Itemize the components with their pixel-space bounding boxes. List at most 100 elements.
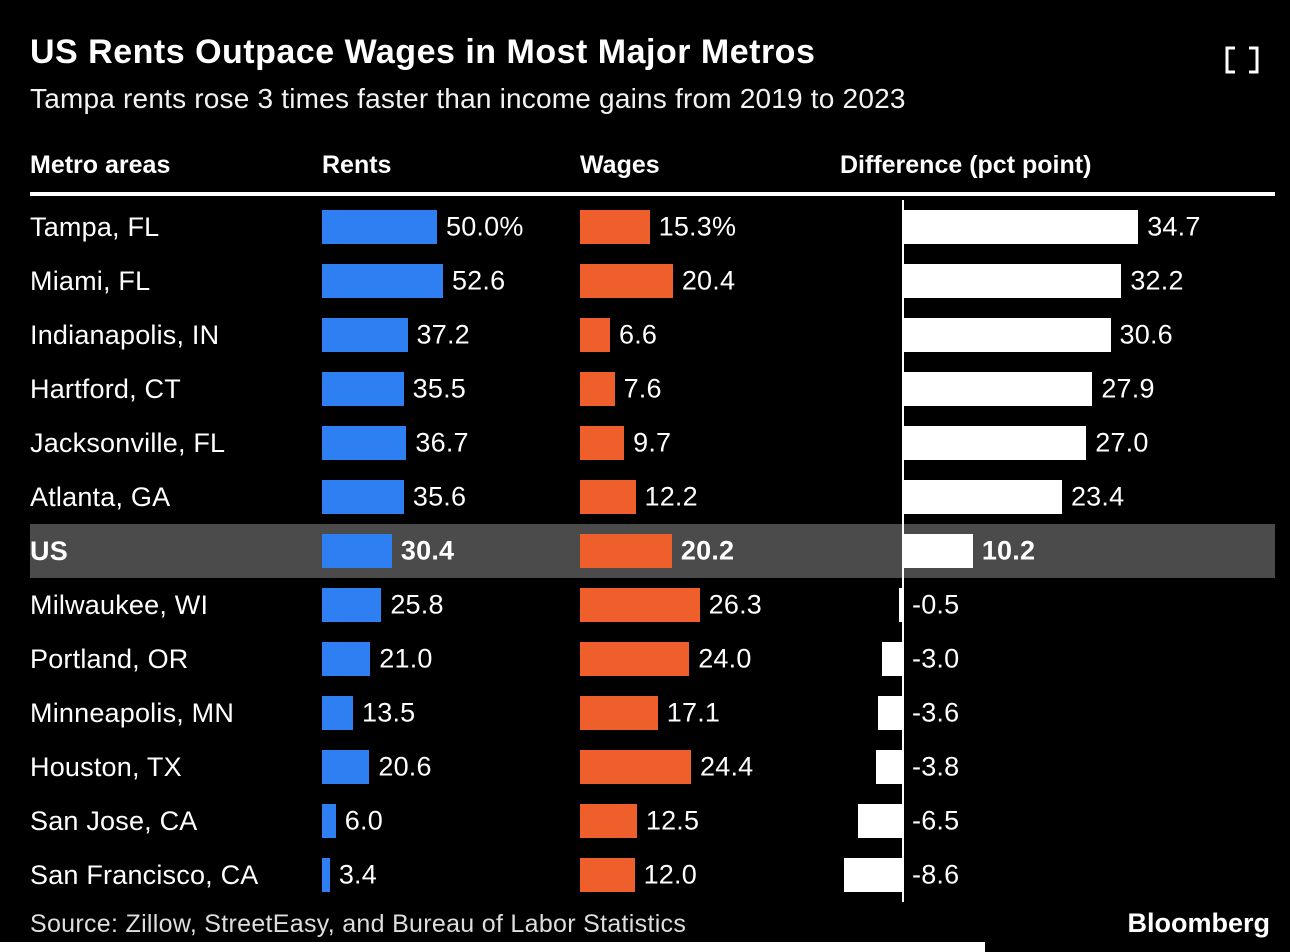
rents-bar <box>322 858 330 893</box>
chart-rows: Tampa, FL 50.0% 15.3% 34.7 Miami, FL 52.6 20.4… <box>30 200 1275 903</box>
table-row: Jacksonville, FL 36.7 9.7 27.0 <box>30 416 1275 471</box>
rents-cell: 21.0 <box>322 632 580 686</box>
wages-bar <box>580 750 692 785</box>
wages-bar <box>580 210 650 245</box>
rents-value: 50.0% <box>446 211 524 242</box>
rents-value: 37.2 <box>416 319 470 350</box>
difference-cell: -3.0 <box>840 632 1275 687</box>
wages-bar <box>580 588 700 623</box>
wages-cell: 12.0 <box>580 848 840 902</box>
difference-value: 34.7 <box>1147 211 1201 242</box>
metro-label: Indianapolis, IN <box>30 319 220 350</box>
column-header-metro: Metro areas <box>30 151 171 180</box>
wages-cell: 12.5 <box>580 794 840 848</box>
rents-cell: 3.4 <box>322 848 580 902</box>
metro-label: Minneapolis, MN <box>30 697 235 728</box>
table-row: Minneapolis, MN 13.5 17.1 -3.6 <box>30 686 1275 741</box>
difference-value: -3.6 <box>912 697 960 728</box>
difference-bar <box>898 588 902 623</box>
column-header-rents: Rents <box>322 151 392 180</box>
wages-value: 12.5 <box>645 805 700 836</box>
page-edge <box>0 942 985 952</box>
rents-cell: 52.6 <box>322 254 580 308</box>
rents-bar <box>322 372 404 407</box>
difference-bar <box>904 480 1062 515</box>
wages-cell: 24.4 <box>580 740 840 794</box>
wages-cell: 6.6 <box>580 308 840 362</box>
rents-cell: 30.4 <box>322 524 580 578</box>
difference-cell: -8.6 <box>840 848 1275 903</box>
difference-cell: 32.2 <box>840 254 1275 309</box>
metro-label: Atlanta, GA <box>30 481 171 512</box>
metro-label: US <box>30 535 68 566</box>
table-row: Tampa, FL 50.0% 15.3% 34.7 <box>30 200 1275 255</box>
metro-label: Miami, FL <box>30 265 151 296</box>
rents-cell: 6.0 <box>322 794 580 848</box>
expand-fullscreen-button[interactable] <box>1222 44 1262 76</box>
difference-bar <box>876 750 902 785</box>
wages-value: 20.2 <box>680 535 735 566</box>
rents-cell: 37.2 <box>322 308 580 362</box>
table-row: Indianapolis, IN 37.2 6.6 30.6 <box>30 308 1275 363</box>
difference-bar <box>858 804 902 839</box>
difference-value: -6.5 <box>912 805 960 836</box>
rents-cell: 36.7 <box>322 416 580 470</box>
wages-cell: 24.0 <box>580 632 840 686</box>
wages-cell: 20.2 <box>580 524 840 578</box>
metro-label: Hartford, CT <box>30 373 181 404</box>
rents-bar <box>322 750 370 785</box>
table-row: Milwaukee, WI 25.8 26.3 -0.5 <box>30 578 1275 633</box>
wages-value: 6.6 <box>619 319 658 350</box>
difference-value: 23.4 <box>1070 481 1125 512</box>
wages-bar <box>580 372 615 407</box>
wages-cell: 7.6 <box>580 362 840 416</box>
wages-bar <box>580 426 625 461</box>
table-row: San Francisco, CA 3.4 12.0 -8.6 <box>30 848 1275 903</box>
table-row: US 30.4 20.2 10.2 <box>30 524 1275 579</box>
metro-label: Milwaukee, WI <box>30 589 209 620</box>
difference-value: -8.6 <box>912 859 960 890</box>
table-row: Portland, OR 21.0 24.0 -3.0 <box>30 632 1275 687</box>
difference-cell: 30.6 <box>840 308 1275 363</box>
difference-bar <box>843 858 902 893</box>
rents-value: 35.5 <box>412 373 466 404</box>
difference-bar <box>904 426 1087 461</box>
rents-bar <box>322 588 382 623</box>
wages-value: 7.6 <box>623 373 662 404</box>
rents-value: 20.6 <box>378 751 432 782</box>
metro-label: Tampa, FL <box>30 211 160 242</box>
wages-bar <box>580 696 658 731</box>
chart-title: US Rents Outpace Wages in Most Major Met… <box>30 33 816 71</box>
rents-bar <box>322 480 404 515</box>
wages-bar <box>580 264 673 299</box>
difference-cell: 34.7 <box>840 200 1275 255</box>
rents-value: 13.5 <box>362 697 416 728</box>
difference-cell: -3.6 <box>840 686 1275 741</box>
chart-footer: Source: Zillow, StreetEasy, and Bureau o… <box>30 908 1270 939</box>
rents-value: 3.4 <box>338 859 377 890</box>
rents-bar <box>322 426 407 461</box>
difference-value: -0.5 <box>912 589 960 620</box>
rents-bar <box>322 264 443 299</box>
bloomberg-logo: Bloomberg <box>1127 908 1270 938</box>
difference-value: 10.2 <box>981 535 1036 566</box>
wages-cell: 12.2 <box>580 470 840 524</box>
difference-value: 32.2 <box>1130 265 1184 296</box>
rents-cell: 13.5 <box>322 686 580 740</box>
wages-value: 20.4 <box>681 265 736 296</box>
chart-subtitle: Tampa rents rose 3 times faster than inc… <box>30 83 906 115</box>
rents-value: 30.4 <box>400 535 455 566</box>
rents-value: 36.7 <box>415 427 469 458</box>
metro-label: San Jose, CA <box>30 805 198 836</box>
difference-value: 27.9 <box>1101 373 1155 404</box>
wages-bar <box>580 480 636 515</box>
difference-value: -3.0 <box>912 643 960 674</box>
wages-value: 12.0 <box>643 859 697 890</box>
difference-bar <box>881 642 902 677</box>
rents-bar <box>322 318 408 353</box>
rents-value: 6.0 <box>344 805 383 836</box>
rents-value: 21.0 <box>379 643 433 674</box>
column-header-wages: Wages <box>580 151 660 180</box>
expand-icon <box>1225 46 1259 74</box>
wages-value: 26.3 <box>708 589 763 620</box>
